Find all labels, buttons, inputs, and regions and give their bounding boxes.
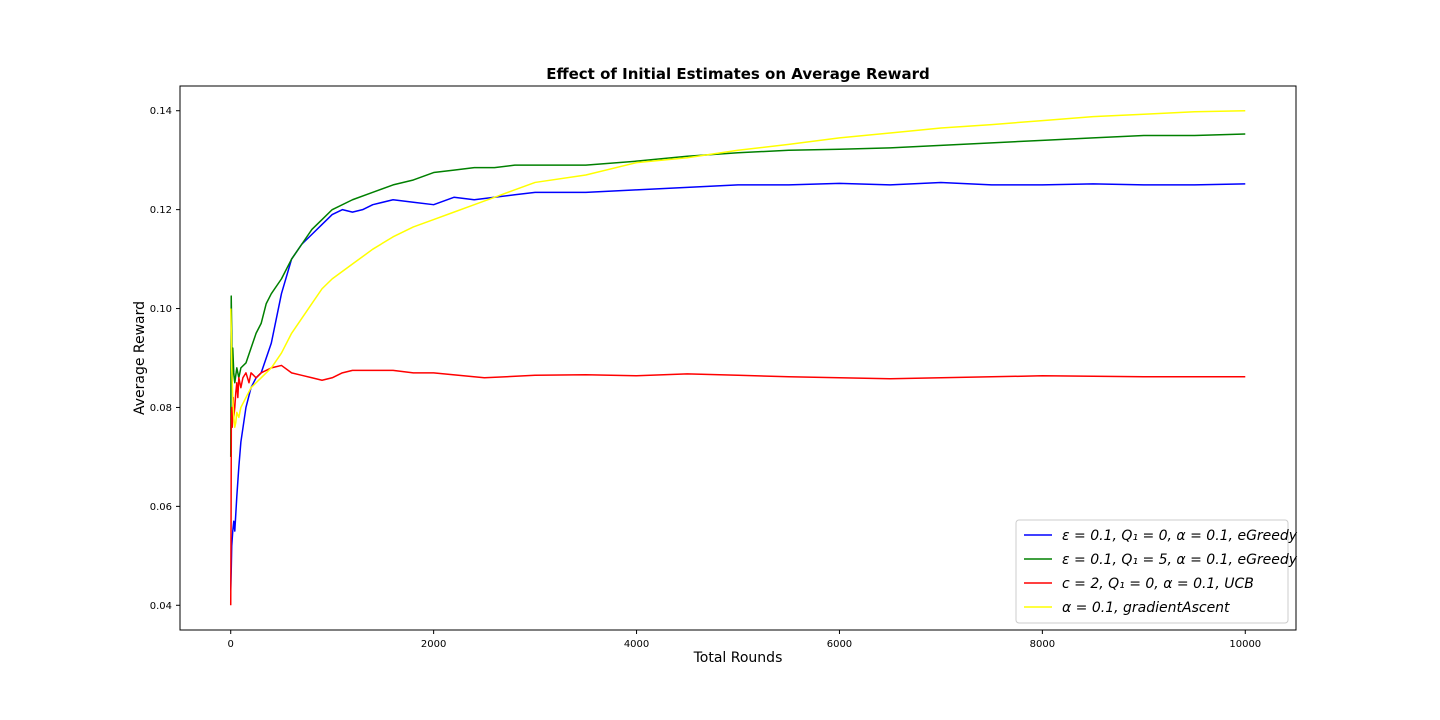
x-tick-label: 4000 [624, 639, 649, 650]
x-tick-label: 10000 [1229, 639, 1261, 650]
legend: ε = 0.1, Q₁ = 0, α = 0.1, eGreedy ε = 0.1… [1015, 519, 1298, 624]
x-tick-label: 0 [228, 639, 234, 650]
y-axis-ticks: 0.04 0.06 0.08 0.10 0.12 0.14 [150, 106, 180, 612]
x-axis-label: Total Rounds [693, 650, 783, 666]
series-line-3 [229, 364, 1246, 606]
x-tick-label: 8000 [1030, 639, 1055, 650]
legend-label-2: ε = 0.1, Q₁ = 5, α = 0.1, eGreedy [1062, 552, 1298, 568]
y-tick-label: 0.06 [150, 502, 172, 513]
legend-box [1015, 519, 1289, 624]
series-line-2 [229, 133, 1246, 457]
y-tick-label: 0.08 [150, 403, 172, 414]
legend-items: ε = 0.1, Q₁ = 0, α = 0.1, eGreedy ε = 0.1… [1024, 528, 1298, 616]
legend-label-3: c = 2, Q₁ = 0, α = 0.1, UCB [1062, 576, 1254, 592]
series-line-1 [229, 181, 1246, 591]
y-tick-label: 0.10 [150, 304, 172, 315]
y-tick-label: 0.12 [150, 205, 172, 216]
x-tick-label: 2000 [421, 639, 446, 650]
y-tick-label: 0.14 [150, 106, 172, 117]
series-layer [229, 109, 1246, 606]
legend-label-1: ε = 0.1, Q₁ = 0, α = 0.1, eGreedy [1062, 528, 1298, 544]
x-tick-label: 6000 [827, 639, 852, 650]
y-axis-label: Average Reward [132, 301, 148, 415]
y-tick-label: 0.04 [150, 601, 172, 612]
legend-label-4: α = 0.1, gradientAscent [1062, 600, 1230, 616]
series-line-4 [229, 109, 1246, 428]
plot-frame [179, 85, 1297, 631]
chart-title: Effect of Initial Estimates on Average R… [546, 65, 930, 83]
x-axis-ticks: 0 2000 4000 6000 8000 10000 [228, 630, 1261, 650]
